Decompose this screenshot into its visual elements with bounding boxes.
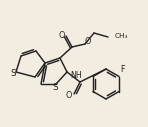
Text: O: O (66, 91, 72, 100)
Text: S: S (10, 69, 16, 78)
Text: O: O (59, 30, 65, 39)
Text: S: S (52, 83, 58, 91)
Text: F: F (121, 66, 125, 75)
Text: NH: NH (70, 72, 82, 81)
Text: O: O (85, 37, 91, 46)
Text: CH₃: CH₃ (115, 33, 128, 39)
